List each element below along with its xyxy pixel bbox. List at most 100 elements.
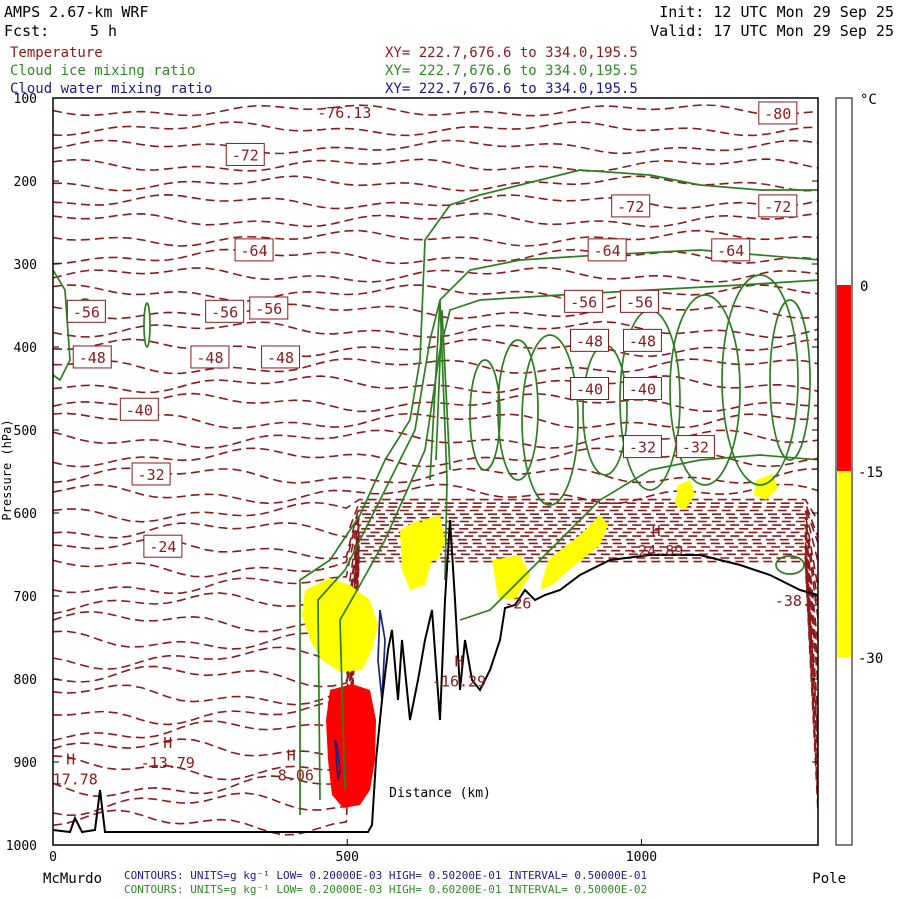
field-xy-cloud-water: XY= 222.7,676.6 to 334.0,195.5	[385, 81, 638, 97]
ice-contour-core-6	[669, 294, 741, 486]
extremum-marker: H	[652, 522, 661, 540]
fcst-label: Fcst:	[4, 22, 49, 40]
temperature-contour	[53, 338, 818, 358]
plot-frame	[52, 97, 819, 846]
temperature-label-box	[205, 299, 245, 323]
fill-yellow-right-region-3	[675, 480, 695, 510]
ice-contour-core-8	[769, 299, 811, 461]
extremum-value: -16.29	[432, 673, 486, 691]
extremum-value: -8.06	[269, 766, 314, 784]
colorfill-regions	[302, 474, 778, 808]
y-tick-label: 400	[14, 341, 37, 356]
temperature-contour-label: -32	[629, 439, 656, 457]
y-tick-label: 100	[14, 92, 37, 107]
temperature-label-box	[622, 328, 662, 352]
colorbar: °C 0 -15 -30	[835, 92, 883, 846]
temperature-label-box	[261, 345, 301, 369]
field-xy-temperature: XY= 222.7,676.6 to 334.0,195.5	[385, 45, 638, 61]
x-tick-label: 500	[335, 850, 358, 865]
extremum-marker: H	[163, 734, 172, 752]
temperature-label-box	[620, 289, 660, 313]
field-name-cloud-ice: Cloud ice mixing ratio	[10, 63, 195, 79]
temperature-contour	[53, 121, 818, 137]
plot-area: -80 -72 -72 -72 -64 -64 -64 -56 -56 -56 -56 -56 -48 -…	[44, 101, 818, 836]
temperature-label-box	[711, 238, 751, 262]
y-tick-label: 200	[14, 175, 37, 190]
fill-red-region	[326, 684, 376, 808]
temperature-label-box	[66, 299, 106, 323]
temperature-label-box	[225, 142, 265, 166]
temperature-contour	[53, 392, 818, 413]
extremum-value: -26	[504, 594, 531, 612]
ice-contour-right-loop	[775, 555, 805, 575]
fcst-value: 5 h	[90, 22, 117, 40]
temperature-contour	[53, 193, 818, 210]
ice-contour-left-small	[53, 269, 71, 382]
temperature-contour-label: -32	[138, 466, 165, 484]
temperature-contour	[53, 248, 818, 265]
temperature-contour-label: -80	[764, 105, 791, 123]
temperature-contour-label: -56	[211, 303, 238, 321]
temperature-contour-label: -72	[764, 198, 791, 216]
fill-yellow-tower-region	[422, 515, 445, 560]
temperature-label-box	[611, 194, 651, 218]
extremum-marker: H	[455, 653, 464, 671]
temperature-label-box	[622, 377, 662, 400]
temperature-contour-label: -48	[267, 349, 294, 367]
temperature-contour	[53, 320, 818, 339]
temperature-contour	[53, 483, 818, 505]
ice-contour-tiny-1	[143, 302, 151, 348]
temperature-contour	[53, 509, 818, 578]
ice-contour-2	[317, 249, 818, 801]
temperature-label-box	[758, 194, 798, 218]
extremum-marker: H	[287, 746, 296, 764]
temperature-contour-label: -40	[629, 381, 656, 399]
x-axis: 0 500 1000	[49, 839, 657, 865]
ice-contour-plume-1	[429, 299, 448, 581]
temperature-contour	[53, 412, 818, 430]
temperature-contour	[53, 104, 818, 117]
temperature-contour-label: -72	[232, 146, 259, 164]
temperature-contour	[53, 212, 818, 228]
temperature-contour-label: -40	[126, 401, 153, 419]
temperature-label-box	[119, 397, 159, 421]
ice-contour-core-3	[521, 334, 579, 506]
fill-yellow-right-region-1	[492, 555, 530, 600]
temperature-contour-label: -56	[73, 303, 100, 321]
colorbar-unit: °C	[860, 92, 877, 108]
temperature-contour-label: -56	[626, 293, 653, 311]
temperature-label-box	[570, 377, 609, 400]
temperature-label-box	[758, 101, 798, 125]
temperature-label-box	[622, 435, 662, 459]
temperature-label-box	[564, 289, 604, 313]
footer-units-line-2: CONTOURS: UNITS=g kg⁻¹ LOW= 0.20000E-03 …	[124, 883, 647, 896]
water-contour-1	[334, 739, 341, 781]
field-name-cloud-water: Cloud water mixing ratio	[10, 81, 212, 97]
ice-contour-core-7	[721, 274, 799, 486]
temperature-contour	[53, 158, 818, 172]
extremum-marker: H	[66, 750, 75, 768]
temperature-label-box	[234, 238, 274, 262]
temperature-contour-label: -24	[149, 538, 176, 556]
temperature-label-box	[143, 534, 183, 558]
temperature-label-box	[570, 328, 609, 352]
y-tick-label: 500	[14, 424, 37, 439]
temperature-label-box	[131, 462, 171, 486]
model-title: AMPS 2.67-km WRF	[4, 3, 149, 21]
init-time: Init: 12 UTC Mon 29 Sep 25	[659, 3, 894, 21]
footer-units-line-1: CONTOURS: UNITS=g kg⁻¹ LOW= 0.20000E-03 …	[124, 869, 647, 882]
endpoint-right-label: Pole	[812, 871, 846, 887]
temperature-contour-label: -56	[570, 293, 597, 311]
y-tick-label: 700	[14, 590, 37, 605]
temperature-contour-label: -56	[255, 300, 282, 318]
temperature-contour	[53, 175, 818, 192]
temperature-contour	[53, 535, 818, 706]
temperature-contour	[53, 557, 818, 817]
colorbar-tick-minus30: -30	[858, 651, 883, 667]
fill-yellow-right-region-2	[540, 515, 608, 590]
y-tick-label: 1000	[6, 839, 37, 854]
temperature-contour-label: -48	[196, 349, 223, 367]
colorbar-tick-minus15: -15	[858, 465, 883, 481]
extremum-value: -17.78	[44, 770, 98, 788]
temperature-contour	[53, 357, 818, 375]
